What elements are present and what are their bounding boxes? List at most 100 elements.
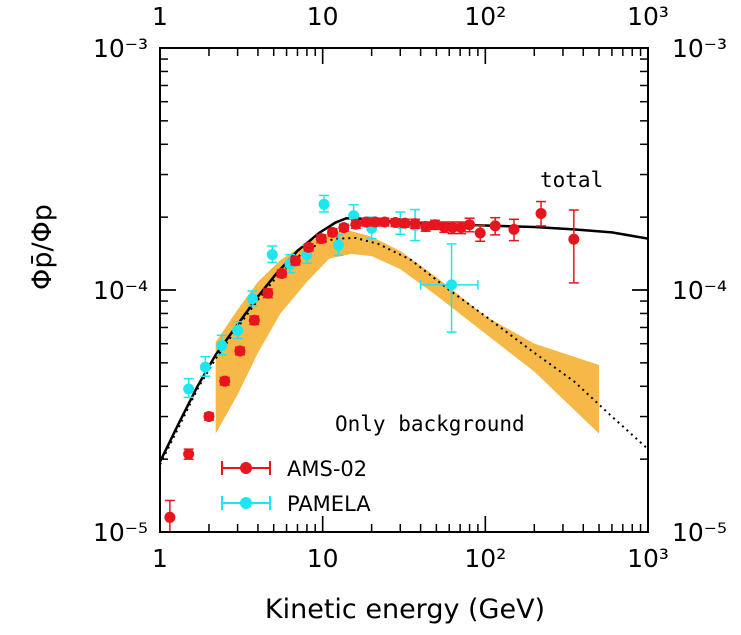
x-tick-label-top: 1 — [152, 2, 168, 31]
ams02-point — [474, 224, 486, 243]
x-tick-label-top: 10³ — [627, 2, 669, 31]
ams02-point — [327, 226, 339, 238]
legend-pamela-label: PAMELA — [287, 492, 371, 516]
y-axis-title-group: Φp̄/Φp — [27, 204, 58, 290]
x-tick-label-top: 10 — [307, 2, 339, 31]
ams02-point — [438, 221, 450, 234]
ams02-marker — [508, 223, 520, 235]
ams02-point — [338, 222, 350, 234]
ams02-point — [399, 217, 411, 229]
ams02-point — [276, 267, 288, 279]
pamela-point — [266, 245, 278, 264]
annotation-total: total — [540, 168, 603, 192]
ams02-point — [289, 255, 301, 267]
ams02-marker — [350, 218, 362, 230]
ams02-point — [315, 233, 327, 245]
ams02-marker — [489, 220, 501, 232]
ams02-point — [420, 220, 432, 232]
ams02-point — [389, 217, 401, 229]
legend: AMS-02 PAMELA — [221, 457, 371, 516]
ams02-marker — [262, 287, 274, 299]
ams02-point — [234, 345, 246, 357]
ams02-marker — [276, 267, 288, 279]
ams02-marker — [455, 222, 467, 234]
pamela-point — [419, 243, 479, 333]
data-points-layer — [164, 194, 580, 533]
ams02-marker — [447, 222, 459, 234]
legend-ams02-marker — [240, 462, 252, 474]
ams02-point — [535, 200, 547, 227]
x-tick-label-bottom: 10 — [307, 544, 339, 573]
ams02-point — [369, 216, 381, 228]
x-tick-label-bottom: 10² — [464, 544, 506, 573]
pamela-point — [183, 377, 195, 399]
pamela-marker — [246, 293, 258, 305]
ams02-marker — [409, 218, 421, 230]
ams02-marker — [399, 217, 411, 229]
pamela-marker — [199, 361, 211, 373]
ams02-point — [262, 287, 274, 299]
ams02-point — [183, 448, 195, 460]
ams02-point — [379, 216, 391, 228]
pamela-marker — [332, 239, 344, 251]
pamela-point — [332, 234, 344, 257]
legend-pamela-marker — [240, 497, 252, 509]
pamela-marker — [266, 249, 278, 261]
ams02-marker — [338, 222, 350, 234]
y-tick-label-left: 10⁻⁴ — [93, 276, 148, 305]
pamela-point — [199, 355, 211, 378]
ams02-marker — [248, 314, 260, 326]
pamela-point — [216, 334, 228, 356]
pamela-marker — [446, 279, 458, 291]
ams02-point — [429, 219, 441, 231]
ams02-marker — [327, 226, 339, 238]
legend-ams02-label: AMS-02 — [287, 457, 367, 481]
ams02-marker — [360, 216, 372, 228]
annotation-only-background: Only background — [335, 412, 525, 436]
ams02-marker — [369, 216, 381, 228]
ams02-marker — [164, 511, 176, 523]
ams02-point — [303, 241, 315, 253]
pamela-point — [246, 290, 258, 307]
ams02-marker — [535, 208, 547, 220]
pamela-point — [232, 320, 244, 340]
ams02-marker — [219, 375, 231, 387]
pamela-point — [318, 194, 330, 213]
x-axis-title: Kinetic energy (GeV) — [265, 594, 545, 625]
x-tick-label-top: 10² — [464, 2, 506, 31]
ams02-marker — [438, 221, 450, 233]
y-tick-label-right: 10⁻³ — [672, 34, 727, 63]
pamela-marker — [183, 383, 195, 395]
ams02-marker — [568, 233, 580, 245]
ams02-point — [447, 221, 459, 235]
ams02-marker — [203, 411, 215, 423]
ams02-point — [508, 218, 520, 242]
ams02-point — [350, 218, 362, 230]
ams02-point — [219, 375, 231, 387]
ams02-marker — [289, 255, 301, 267]
pamela-marker — [216, 339, 228, 351]
ams02-marker — [464, 219, 476, 231]
pamela-marker — [348, 210, 360, 222]
background-band — [215, 231, 600, 434]
background-band-layer — [215, 231, 600, 434]
ams02-marker — [429, 219, 441, 231]
ams02-marker — [474, 227, 486, 239]
y-tick-label-left: 10⁻⁵ — [93, 518, 148, 547]
ams02-point — [409, 218, 421, 230]
x-tick-label-bottom: 10³ — [627, 544, 669, 573]
ams02-marker — [303, 241, 315, 253]
y-tick-label-left: 10⁻³ — [93, 34, 148, 63]
y-tick-label-right: 10⁻⁵ — [672, 518, 727, 547]
ams02-point — [360, 216, 372, 228]
ams02-marker — [389, 217, 401, 229]
ams02-point — [464, 217, 476, 233]
ams02-marker — [420, 220, 432, 232]
ams02-point — [489, 216, 501, 236]
pamela-marker — [232, 325, 244, 337]
y-tick-label-right: 10⁻⁴ — [672, 276, 727, 305]
ams02-point — [568, 209, 580, 284]
